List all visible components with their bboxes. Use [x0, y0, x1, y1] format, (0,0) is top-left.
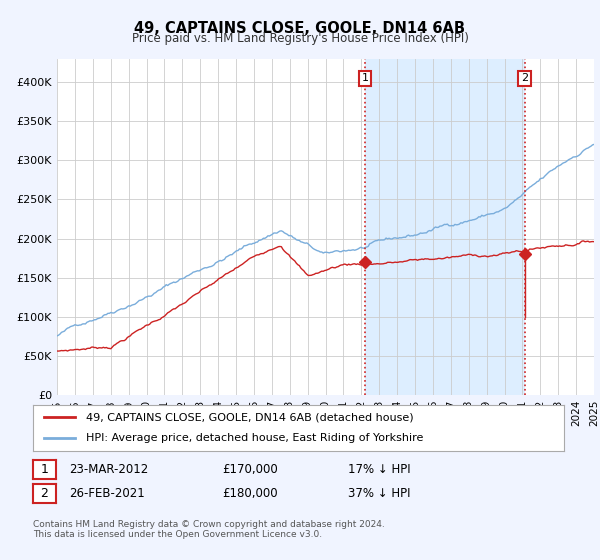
Text: 1: 1 [362, 73, 368, 83]
Text: HPI: Average price, detached house, East Riding of Yorkshire: HPI: Average price, detached house, East… [86, 433, 424, 444]
Text: Contains HM Land Registry data © Crown copyright and database right 2024.
This d: Contains HM Land Registry data © Crown c… [33, 520, 385, 539]
Text: £170,000: £170,000 [222, 463, 278, 476]
Text: 37% ↓ HPI: 37% ↓ HPI [348, 487, 410, 501]
Bar [365, 59, 524, 395]
Text: 49, CAPTAINS CLOSE, GOOLE, DN14 6AB: 49, CAPTAINS CLOSE, GOOLE, DN14 6AB [134, 21, 466, 36]
Text: 1: 1 [40, 463, 49, 476]
Text: Price paid vs. HM Land Registry's House Price Index (HPI): Price paid vs. HM Land Registry's House … [131, 32, 469, 45]
Text: 2: 2 [521, 73, 528, 83]
Text: 26-FEB-2021: 26-FEB-2021 [69, 487, 145, 501]
Text: 23-MAR-2012: 23-MAR-2012 [69, 463, 148, 476]
Text: 49, CAPTAINS CLOSE, GOOLE, DN14 6AB (detached house): 49, CAPTAINS CLOSE, GOOLE, DN14 6AB (det… [86, 412, 414, 422]
Text: 2: 2 [40, 487, 49, 501]
Text: £180,000: £180,000 [222, 487, 278, 501]
Text: 17% ↓ HPI: 17% ↓ HPI [348, 463, 410, 476]
